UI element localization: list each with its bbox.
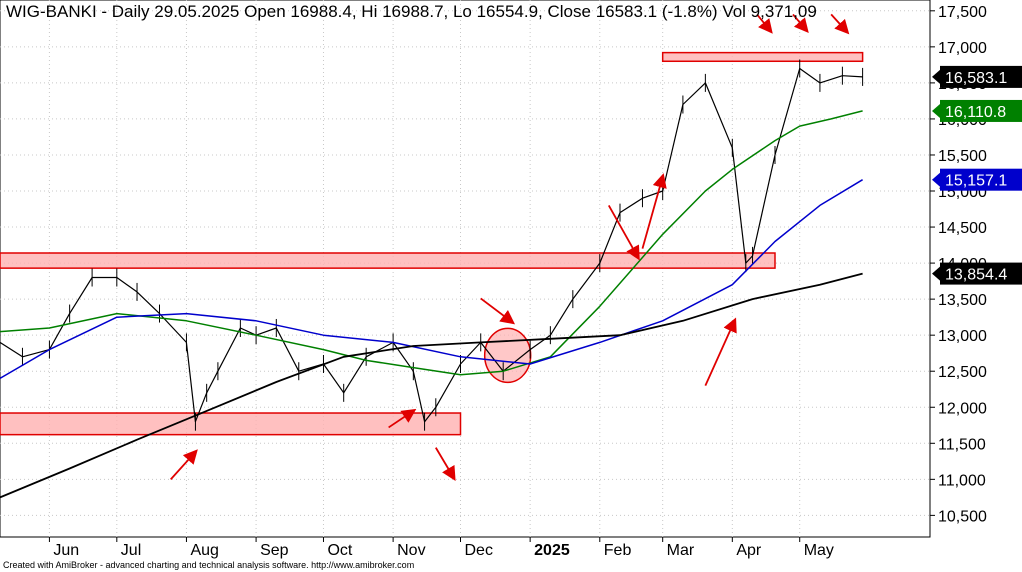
annotation-arrow <box>170 449 198 480</box>
moving-average-long-line <box>0 272 863 499</box>
footer-credit: Created with AmiBroker - advanced charti… <box>3 560 415 570</box>
annotation-arrow <box>435 447 456 481</box>
x-tick-label: Mar <box>667 542 695 559</box>
annotation-arrow <box>756 13 773 34</box>
annotation-arrow <box>641 173 667 249</box>
x-tick-label: Dec <box>465 542 493 559</box>
y-tick-label: 11,000 <box>938 472 986 489</box>
y-tick-label: 15,500 <box>938 148 987 165</box>
resistance-zone <box>661 51 864 63</box>
x-tick-label: 2025 <box>534 542 570 559</box>
resistance-zone <box>0 252 776 269</box>
value-label: 16,110.8 <box>945 104 1006 121</box>
x-tick-label: Feb <box>604 542 632 559</box>
price-line <box>0 67 863 423</box>
value-label-box <box>940 65 1022 88</box>
moving-average-short-line <box>0 110 863 376</box>
value-label-box <box>940 262 1022 285</box>
x-tick-label: Apr <box>736 542 762 559</box>
x-tick-label: May <box>804 542 834 559</box>
y-tick-label: 13,500 <box>938 292 987 309</box>
value-label: 13,854.4 <box>945 267 1007 284</box>
y-tick-label: 14,500 <box>938 220 987 237</box>
x-tick-label: Jul <box>121 542 141 559</box>
value-label-pointer <box>932 172 940 187</box>
annotation-arrow <box>607 204 640 261</box>
x-tick-label: Oct <box>327 542 352 559</box>
value-label-box <box>940 168 1022 191</box>
annotation-arrow <box>480 297 516 325</box>
annotation-arrow <box>388 408 417 429</box>
chart-title: WIG-BANKI - Daily 29.05.2025 Open 16988.… <box>6 2 817 21</box>
y-tick-label: 11,500 <box>938 436 986 453</box>
y-tick-label: 12,000 <box>938 400 987 417</box>
moving-average-mid-line <box>0 179 863 380</box>
y-tick-label: 10,500 <box>938 508 987 525</box>
annotation-arrow <box>792 13 809 34</box>
value-label-pointer <box>932 103 940 118</box>
value-label-pointer <box>932 266 940 281</box>
y-tick-label: 17,500 <box>938 4 987 21</box>
x-tick-label: Aug <box>190 542 218 559</box>
x-tick-label: Sep <box>260 542 289 559</box>
y-tick-label: 17,000 <box>938 40 987 57</box>
y-tick-label: 13,000 <box>938 328 987 345</box>
plot-frame <box>0 0 931 538</box>
x-tick-label: Nov <box>397 542 425 559</box>
value-label: 15,157.1 <box>945 173 1007 190</box>
y-tick-label: 12,500 <box>938 364 987 381</box>
resistance-zone <box>0 412 462 436</box>
x-tick-label: Jun <box>53 542 79 559</box>
annotation-arrow <box>830 13 850 35</box>
value-label-box <box>940 99 1022 122</box>
annotation-arrow <box>704 317 737 387</box>
value-label-pointer <box>932 69 940 84</box>
value-label: 16,583.1 <box>945 70 1007 87</box>
